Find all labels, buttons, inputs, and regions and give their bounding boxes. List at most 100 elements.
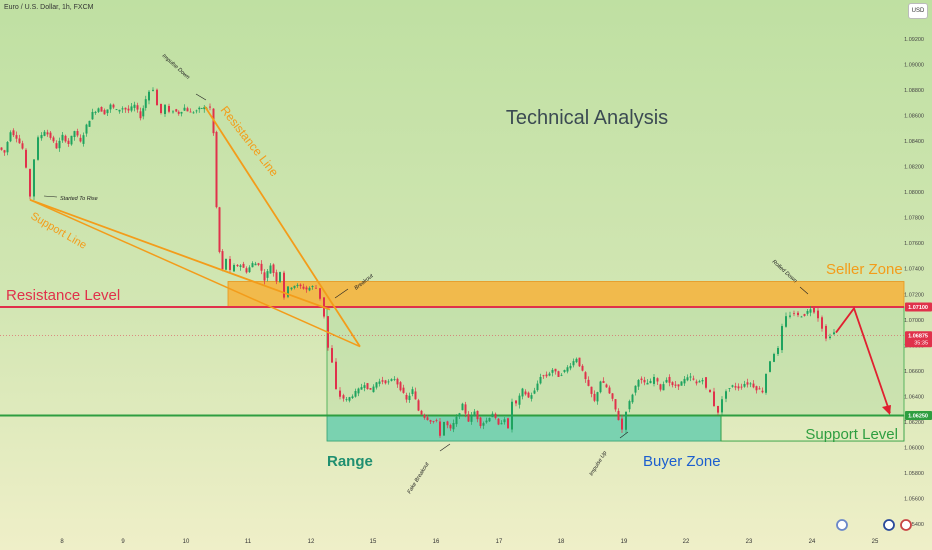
candle bbox=[515, 400, 517, 407]
candle bbox=[180, 111, 183, 117]
candle bbox=[387, 379, 390, 385]
candle-body bbox=[136, 105, 139, 110]
candle-body bbox=[548, 373, 551, 376]
candle bbox=[15, 131, 18, 143]
candle-body bbox=[649, 380, 652, 384]
candle-body bbox=[411, 389, 414, 395]
candle-body bbox=[500, 423, 503, 425]
x-tick-label: 22 bbox=[683, 539, 690, 545]
candle-body bbox=[263, 272, 266, 281]
candle-body bbox=[148, 91, 150, 101]
candle-body bbox=[91, 111, 94, 120]
candle bbox=[64, 134, 67, 143]
candle bbox=[683, 376, 686, 387]
candle-body bbox=[497, 418, 500, 425]
candle-body bbox=[156, 89, 158, 106]
candle bbox=[631, 393, 634, 404]
candle bbox=[221, 249, 224, 272]
candle bbox=[563, 369, 566, 374]
candle bbox=[139, 107, 142, 121]
candle-body bbox=[351, 396, 354, 399]
candle-body bbox=[572, 361, 575, 366]
candle-body bbox=[728, 388, 731, 389]
started-to-rise-label: Started To Rise bbox=[60, 196, 98, 202]
candle-body bbox=[566, 367, 569, 372]
candle-body bbox=[378, 381, 381, 384]
candle bbox=[533, 387, 536, 395]
candle-body bbox=[749, 383, 752, 385]
candle bbox=[311, 285, 314, 290]
candle-body bbox=[743, 383, 746, 387]
candle-body bbox=[833, 332, 835, 335]
candle-body bbox=[602, 381, 605, 383]
candle bbox=[390, 378, 393, 382]
candle-body bbox=[33, 159, 35, 197]
candle bbox=[761, 387, 764, 394]
candle bbox=[737, 383, 740, 391]
candle bbox=[254, 261, 257, 266]
candle bbox=[405, 392, 408, 403]
candle bbox=[100, 106, 103, 112]
candle bbox=[584, 371, 587, 383]
resistance-trendline bbox=[204, 106, 361, 348]
candle-body bbox=[518, 395, 521, 405]
candle-body bbox=[777, 348, 779, 354]
candle-body bbox=[467, 414, 470, 422]
candle-body bbox=[734, 386, 737, 388]
x-tick-label: 9 bbox=[121, 539, 125, 545]
candle-body bbox=[689, 376, 692, 378]
y-tick-label: 1.07400 bbox=[904, 267, 924, 273]
candle bbox=[813, 305, 815, 314]
candle bbox=[640, 376, 643, 384]
candle-body bbox=[369, 388, 372, 390]
candle bbox=[130, 103, 133, 113]
support-price-label: 1.06250 bbox=[908, 414, 928, 420]
candle bbox=[186, 106, 189, 112]
x-tick-label: 23 bbox=[746, 539, 753, 545]
candle bbox=[299, 283, 302, 289]
candle-body bbox=[375, 382, 378, 388]
candle-body bbox=[279, 272, 281, 282]
candle bbox=[372, 384, 375, 393]
candle-body bbox=[296, 284, 299, 286]
impulse-up-label: Impulse Up bbox=[589, 450, 609, 477]
candle bbox=[115, 108, 118, 111]
candle bbox=[578, 357, 581, 368]
candle-body bbox=[758, 388, 761, 390]
candle-body bbox=[6, 142, 9, 153]
candle bbox=[765, 373, 767, 395]
candle bbox=[37, 135, 39, 161]
candle-body bbox=[58, 140, 61, 149]
candle bbox=[293, 285, 296, 290]
y-tick-label: 1.07200 bbox=[904, 292, 924, 298]
eu-flag-icon[interactable] bbox=[883, 519, 895, 531]
candle-body bbox=[405, 394, 408, 400]
candle bbox=[198, 106, 201, 113]
us-flag-icon[interactable] bbox=[836, 519, 848, 531]
candle-body bbox=[511, 401, 513, 430]
candle-body bbox=[236, 264, 239, 267]
candle-body bbox=[464, 404, 467, 414]
candle bbox=[680, 381, 683, 386]
candle-body bbox=[680, 381, 683, 386]
resistance-level-label: Resistance Level bbox=[6, 287, 120, 304]
candle bbox=[76, 128, 79, 138]
fake-breakout-label: Fake Breakout bbox=[407, 461, 431, 495]
us-flag-icon[interactable] bbox=[900, 519, 912, 531]
candle bbox=[305, 285, 308, 293]
candle bbox=[58, 137, 61, 152]
candle bbox=[296, 283, 299, 288]
candle bbox=[354, 388, 357, 398]
candle-body bbox=[399, 382, 402, 391]
candle bbox=[461, 402, 464, 411]
currency-button[interactable]: USD bbox=[908, 3, 928, 19]
candle bbox=[686, 374, 689, 382]
candle bbox=[275, 269, 278, 285]
candle-body bbox=[458, 413, 461, 417]
buyer-zone bbox=[326, 415, 722, 442]
y-tick-label: 1.08400 bbox=[904, 139, 924, 145]
candle-body bbox=[305, 287, 308, 290]
candle-body bbox=[144, 99, 147, 108]
candle bbox=[446, 420, 449, 429]
